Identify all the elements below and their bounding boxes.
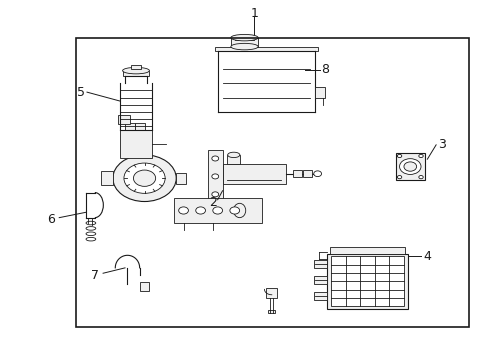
Ellipse shape xyxy=(230,35,258,41)
Circle shape xyxy=(211,156,218,161)
Circle shape xyxy=(418,154,422,158)
Bar xyxy=(327,253,407,309)
Circle shape xyxy=(397,176,401,179)
Bar xyxy=(313,260,327,268)
Circle shape xyxy=(178,207,188,214)
Bar xyxy=(76,39,468,327)
Bar xyxy=(313,292,327,300)
Circle shape xyxy=(211,174,218,179)
Bar xyxy=(215,46,317,51)
Text: 3: 3 xyxy=(438,138,446,151)
Bar xyxy=(222,164,285,184)
Circle shape xyxy=(313,171,321,177)
Bar xyxy=(131,65,141,69)
Bar xyxy=(293,170,302,177)
Circle shape xyxy=(133,170,155,186)
Bar xyxy=(329,247,405,253)
Bar xyxy=(303,170,311,177)
Circle shape xyxy=(397,154,401,158)
Bar xyxy=(207,149,222,200)
Bar xyxy=(330,256,403,306)
Circle shape xyxy=(123,163,165,193)
Bar xyxy=(313,276,327,284)
Circle shape xyxy=(195,207,205,214)
Bar xyxy=(120,130,152,158)
Circle shape xyxy=(113,155,176,202)
Ellipse shape xyxy=(230,43,258,50)
Bar xyxy=(118,116,130,125)
Bar xyxy=(140,282,149,291)
Text: 6: 6 xyxy=(47,213,55,226)
Ellipse shape xyxy=(233,203,245,218)
Circle shape xyxy=(418,176,422,179)
Text: 4: 4 xyxy=(423,249,430,262)
Circle shape xyxy=(212,207,222,214)
Circle shape xyxy=(211,192,218,197)
Circle shape xyxy=(229,207,239,214)
Bar xyxy=(176,173,185,184)
Text: 1: 1 xyxy=(250,7,258,20)
Bar xyxy=(315,87,325,98)
Text: 8: 8 xyxy=(321,63,329,76)
Bar xyxy=(125,123,135,130)
Text: 5: 5 xyxy=(77,86,84,99)
Bar xyxy=(101,171,113,185)
Bar xyxy=(268,310,275,313)
Bar xyxy=(230,38,258,46)
Bar xyxy=(266,288,277,298)
Circle shape xyxy=(399,159,420,175)
Circle shape xyxy=(403,162,416,171)
Bar xyxy=(395,153,424,180)
Bar xyxy=(122,71,149,76)
Ellipse shape xyxy=(122,67,149,74)
Bar xyxy=(173,198,261,223)
Bar xyxy=(227,155,239,164)
Ellipse shape xyxy=(227,152,240,158)
Text: 2: 2 xyxy=(208,196,216,209)
Text: 7: 7 xyxy=(91,269,99,282)
Bar xyxy=(135,123,144,130)
